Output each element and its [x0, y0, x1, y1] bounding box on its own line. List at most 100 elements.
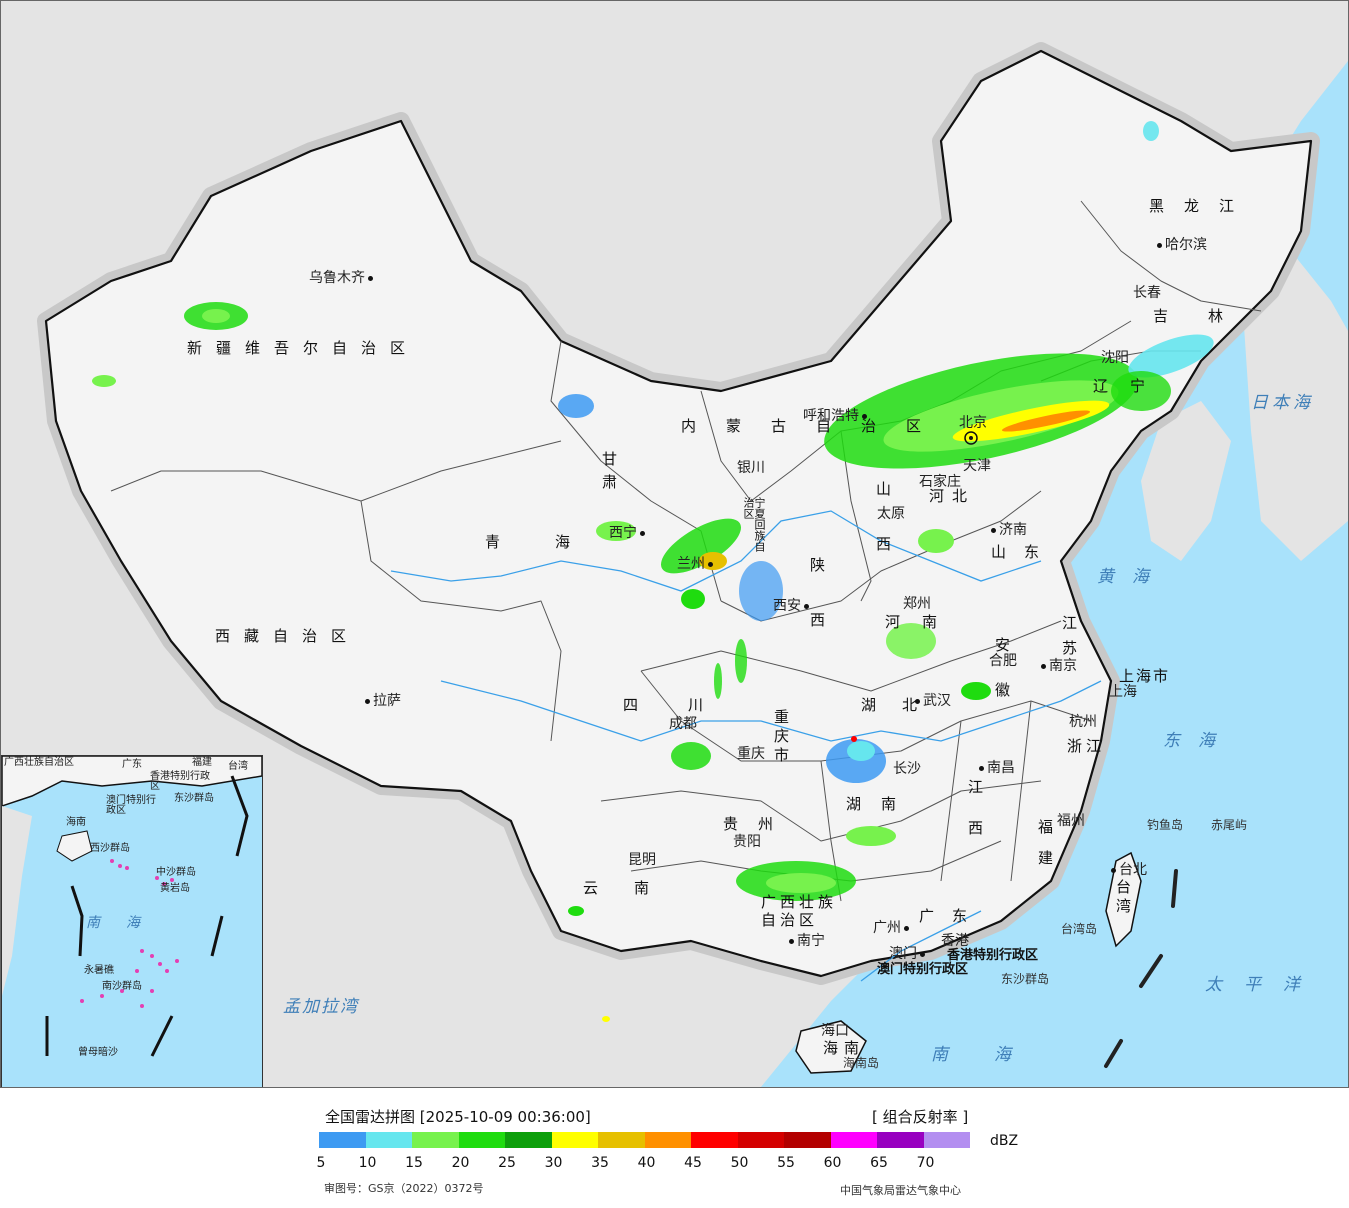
city-beijing: 北京: [959, 415, 987, 431]
island-hainan: 海南岛: [843, 1056, 880, 1070]
scale-tick-label: 5: [316, 1155, 326, 1171]
inset-label-taiwan: 台湾: [228, 761, 248, 772]
province-label-hubei: 湖北: [861, 696, 944, 714]
province-label-chongqing: 重庆市: [772, 709, 790, 766]
issuer-credit: 中国气象局雷达气象中心: [840, 1184, 961, 1197]
legend-unit: dBZ: [990, 1133, 1019, 1149]
city-hefei: 合肥: [989, 653, 1017, 669]
legend-product-type: [ 组合反射率 ]: [872, 1108, 969, 1126]
color-swatch: [830, 1132, 877, 1148]
city-chongqing: 重庆: [737, 746, 765, 762]
color-swatch: [365, 1132, 412, 1148]
city-hohhot: 呼和浩特: [803, 409, 867, 423]
color-swatch: [737, 1132, 784, 1148]
radar-map: 新疆维吾尔自治区 西藏自治区 青海 甘肃 内蒙古自治区 黑龙江 吉林 辽宁 河北…: [0, 0, 1349, 1088]
province-label-liaoning: 辽宁: [1093, 377, 1168, 395]
city-jinan: 济南: [991, 523, 1027, 537]
sea-label-yellow: 黄海: [1097, 567, 1167, 587]
color-swatch: [551, 1132, 598, 1148]
inset-label-macau-sar: 澳门特别行政区: [106, 795, 156, 816]
inset-canvas: [2, 756, 262, 1057]
inset-label-xisha: 西沙群岛: [90, 843, 130, 854]
inset-label-hongkong-sar: 香港特别行政区: [150, 771, 210, 792]
city-guangzhou: 广州: [873, 921, 909, 935]
city-shanghai: 上海: [1109, 684, 1137, 700]
city-taipei: 台北: [1111, 863, 1147, 877]
color-scale-ticks: 5 10 15 20 25 30 35 40 45 50 55 60 65 70: [0, 1155, 1349, 1175]
inset-label-fujian: 福建: [192, 757, 212, 768]
city-fuzhou: 福州: [1057, 813, 1085, 829]
inset-label-yongshu: 永暑礁: [84, 965, 114, 976]
scale-tick-label: 55: [777, 1155, 795, 1171]
city-xining: 西宁: [609, 526, 645, 540]
city-kunming: 昆明: [628, 852, 656, 868]
scale-tick-label: 60: [823, 1155, 842, 1171]
province-label-shaanxi: 陕西: [808, 557, 826, 667]
province-label-gansu: 甘肃: [600, 451, 618, 497]
city-wuhan: 武汉: [915, 694, 951, 708]
city-zhengzhou: 郑州: [903, 596, 931, 612]
region-hongkong-sar: 香港特别行政区: [947, 948, 1039, 963]
map-approval-number: 审图号：GS京（2022）0372号: [324, 1182, 484, 1195]
color-swatch: [598, 1132, 645, 1148]
province-label-hainan: 海南: [823, 1039, 866, 1057]
province-label-guangdong: 广东: [919, 907, 986, 925]
city-yinchuan: 银川: [737, 460, 765, 476]
inset-label-south-sea: 南海: [86, 915, 166, 931]
city-nanchang: 南昌: [979, 761, 1015, 775]
south-china-sea-inset: 广西壮族自治区 广东 福建 台湾 香港特别行政区 澳门特别行政区 东沙群岛 海南…: [1, 755, 263, 1087]
island-chiwei: 赤尾屿: [1211, 818, 1248, 832]
province-label-jilin: 吉林: [1153, 307, 1264, 325]
southeast-asia-land: [471, 941, 761, 1087]
scale-tick-label: 65: [870, 1155, 888, 1171]
province-label-qinghai: 青海: [485, 533, 626, 551]
province-label-jiangxi: 江西: [966, 779, 984, 861]
island-diaoyu: 钓鱼岛: [1147, 818, 1184, 832]
province-label-heilongjiang: 黑龙江: [1149, 197, 1255, 215]
city-harbin: 哈尔滨: [1157, 238, 1207, 252]
city-lhasa: 拉萨: [365, 694, 401, 708]
city-hangzhou: 杭州: [1069, 714, 1097, 730]
scale-tick-label: 35: [591, 1155, 609, 1171]
scale-tick-label: 20: [451, 1155, 470, 1171]
scale-tick-label: 50: [730, 1155, 749, 1171]
sea-label-japan: 日本海: [1251, 393, 1314, 413]
sea-label-bengal: 孟加拉湾: [283, 997, 359, 1017]
province-label-guangxi: 广西壮族自治区: [761, 893, 838, 929]
scale-tick-label: 15: [405, 1155, 423, 1171]
color-swatch: [691, 1132, 738, 1148]
province-label-guizhou: 贵州: [723, 815, 794, 833]
scale-tick-label: 45: [684, 1155, 702, 1171]
korea-japan-land: [1141, 251, 1348, 561]
province-label-fujian: 福建: [1036, 819, 1054, 881]
province-label-xinjiang: 新疆维吾尔自治区: [187, 339, 420, 357]
province-label-yunnan: 云南: [583, 879, 686, 897]
city-macau: 澳门: [889, 947, 925, 961]
scale-tick-label: 70: [916, 1155, 935, 1171]
province-label-zhejiang: 浙江: [1067, 737, 1106, 755]
color-swatch: [923, 1132, 970, 1148]
city-changsha: 长沙: [893, 761, 921, 777]
color-swatch: [412, 1132, 459, 1148]
color-swatch: [319, 1132, 366, 1148]
inset-label-zhongsha: 中沙群岛: [156, 867, 196, 878]
color-swatch: [505, 1132, 552, 1148]
legend-panel: 全国雷达拼图 [2025-10-09 00:36:00] [ 组合反射率 ] d…: [0, 1088, 1349, 1208]
scale-tick-label: 40: [637, 1155, 656, 1171]
province-label-shanxi: 山西: [874, 481, 892, 591]
inset-label-hainan: 海南: [66, 817, 86, 828]
radar-site-marker: [964, 431, 978, 445]
sea-label-south-china: 南海: [931, 1045, 1057, 1065]
inset-label-nansha: 南沙群岛: [102, 981, 142, 992]
sea-label-pacific: 太平洋: [1205, 975, 1322, 995]
province-label-ningxia: 宁夏回族自治区: [742, 497, 766, 552]
city-taiyuan: 太原: [877, 506, 905, 522]
scale-tick-label: 10: [358, 1155, 377, 1171]
scale-tick-label: 25: [498, 1155, 516, 1171]
city-haikou: 海口: [821, 1023, 849, 1039]
island-dongsha: 东沙群岛: [1001, 972, 1050, 986]
island-taiwan: 台湾岛: [1061, 922, 1098, 936]
city-shenyang: 沈阳: [1101, 350, 1129, 366]
color-swatch: [784, 1132, 831, 1148]
city-changchun: 长春: [1133, 285, 1161, 301]
